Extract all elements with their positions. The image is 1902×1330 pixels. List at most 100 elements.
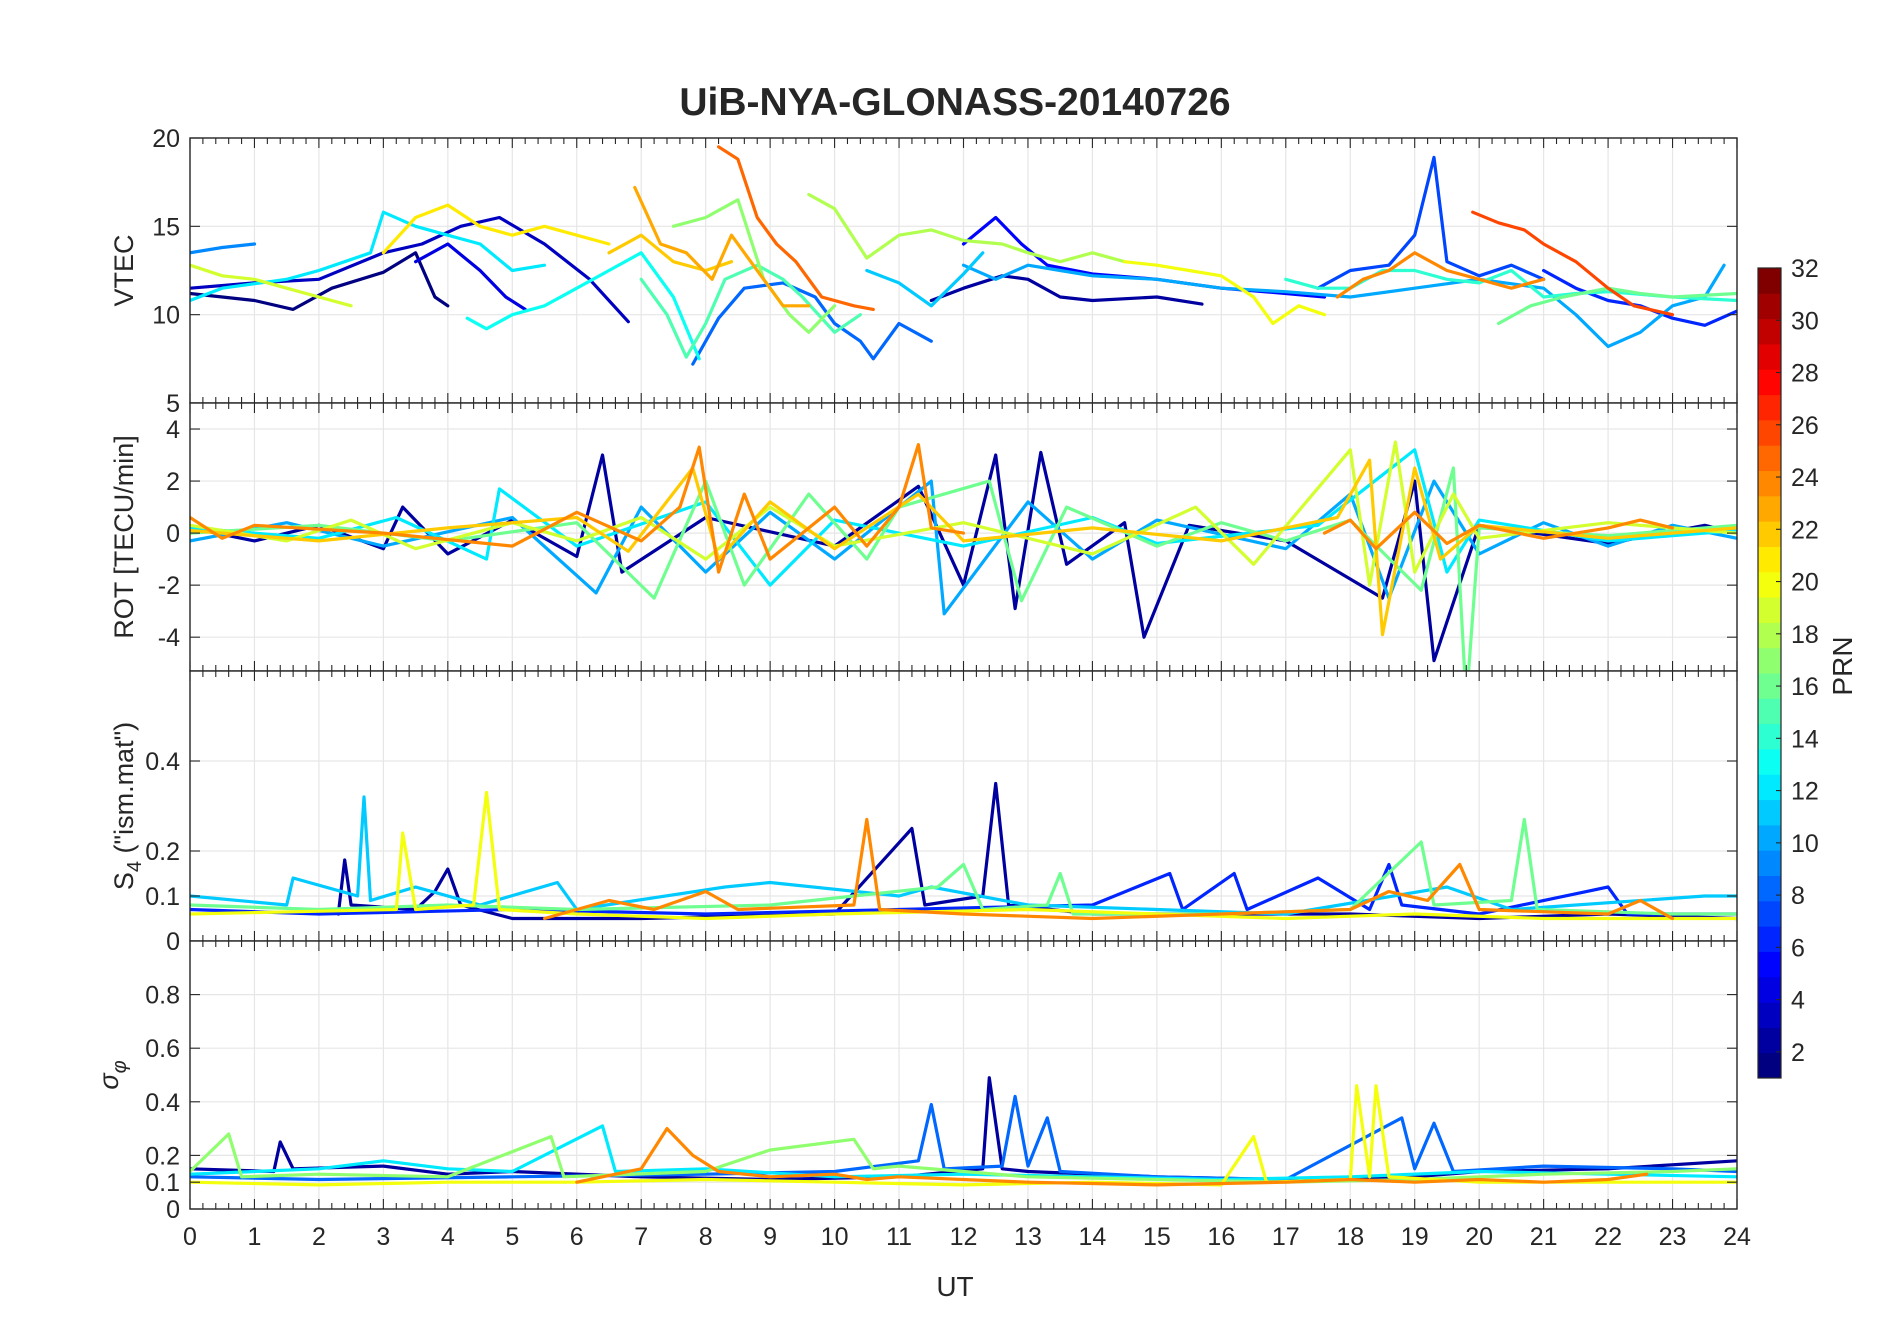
x-tick-label: 0 [183, 1223, 197, 1251]
colorbar-level [1758, 926, 1781, 952]
series-line-prn-21 [381, 203, 611, 255]
y-tick-label: 20 [152, 125, 180, 153]
colorbar-level [1758, 875, 1781, 902]
colorbar-level [1758, 976, 1781, 1003]
colorbar-tick-label: 2 [1791, 1039, 1805, 1067]
colorbar-tick-label: 30 [1791, 307, 1819, 335]
colorbar-tick-label: 28 [1791, 360, 1819, 388]
series-line-prn-2 [336, 781, 1737, 921]
series-line-prn-23 [633, 185, 811, 308]
series-group [190, 145, 1737, 366]
colorbar-level [1758, 673, 1781, 699]
colorbar-level [1758, 419, 1781, 446]
series-line-prn-24 [1335, 251, 1546, 299]
x-tick-label: 13 [1014, 1223, 1042, 1251]
x-tick-label: 4 [441, 1223, 455, 1251]
series-line-prn-3 [190, 215, 630, 324]
x-axis-label: UT [936, 1271, 973, 1302]
x-tick-label: 15 [1143, 1223, 1171, 1251]
y-axis-label: σφ [94, 1060, 131, 1089]
series-line-prn-10 [190, 479, 1737, 616]
colorbar-level [1758, 850, 1781, 876]
series-line-prn-24 [1322, 510, 1675, 551]
series-line-prn-20 [190, 790, 1737, 921]
colorbar-tick-label: 18 [1791, 621, 1819, 649]
colorbar-tick-label: 16 [1791, 673, 1819, 701]
colorbar-tick-label: 6 [1791, 934, 1805, 962]
series-line-prn-8 [691, 281, 933, 366]
colorbar-level [1758, 900, 1781, 927]
x-tick-label: 8 [699, 1223, 713, 1251]
colorbar-tick-label: 22 [1791, 516, 1819, 544]
series-line-prn-13 [465, 251, 701, 361]
y-tick-label: -4 [158, 624, 180, 652]
colorbar-level [1758, 445, 1781, 471]
series-line-prn-26 [1471, 210, 1675, 317]
series-line-prn-10 [961, 263, 1726, 349]
colorbar-tick-label: 8 [1791, 882, 1805, 910]
colorbar-tick-label: 14 [1791, 725, 1819, 753]
x-tick-label: 18 [1336, 1223, 1364, 1251]
x-tick-label: 16 [1207, 1223, 1235, 1251]
y-tick-label: 0.8 [145, 982, 180, 1010]
panel-1: 5 10 15 20 VTEC [109, 125, 1738, 418]
y-tick-label: 2 [166, 468, 180, 496]
series-line-prn-24 [542, 817, 1675, 921]
series-line-prn-22 [607, 233, 734, 273]
colorbar-level [1758, 318, 1781, 345]
y-tick-label: -2 [158, 572, 180, 600]
y-tick-label: 0.1 [145, 883, 180, 911]
series-line-prn-19 [190, 263, 353, 308]
colorbar-level [1758, 799, 1781, 826]
y-tick-label: 4 [166, 416, 180, 444]
y-axis-label: S4 ("ism.mat") [109, 722, 146, 890]
colorbar-level [1758, 293, 1781, 320]
colorbar-tick-label: 24 [1791, 464, 1819, 492]
series-line-prn-1 [190, 251, 450, 311]
colorbar-level [1758, 824, 1781, 851]
series-line-prn-20 [1123, 260, 1327, 326]
x-tick-label: 24 [1723, 1223, 1751, 1251]
colorbar-level [1758, 698, 1781, 725]
y-axis-label: VTEC [109, 234, 139, 306]
colorbar-level [1758, 495, 1781, 522]
colorbar-level [1758, 1002, 1781, 1028]
y-tick-label: 0 [166, 1196, 180, 1224]
y-tick-label: 0.4 [145, 1089, 180, 1117]
x-tick-label: 21 [1530, 1223, 1558, 1251]
colorbar-tick-label: 4 [1791, 987, 1805, 1015]
colorbar-level [1758, 470, 1781, 497]
colorbar-tick-label: 26 [1791, 412, 1819, 440]
colorbar-level [1758, 1027, 1781, 1054]
colorbar-level [1758, 723, 1781, 750]
series-line-prn-11 [190, 795, 1737, 916]
x-tick-label: 23 [1659, 1223, 1687, 1251]
colorbar-level [1758, 1052, 1781, 1079]
x-tick-label: 6 [570, 1223, 584, 1251]
series-line-prn-25 [717, 145, 875, 311]
colorbar-level [1758, 343, 1781, 370]
panel-4: 00.10.20.40.60.80 1 2 3 4 5 6 7 8 9 10 11 12 13 14 15 16… [94, 940, 1751, 1251]
x-tick-label: 2 [312, 1223, 326, 1251]
colorbar-tick-label: 12 [1791, 778, 1819, 806]
colorbar-label: PRN [1827, 636, 1858, 695]
series-line-prn-18 [807, 192, 1127, 264]
y-tick-label: 0 [166, 928, 180, 956]
y-tick-label: 15 [152, 213, 180, 241]
y-tick-label: 0.4 [145, 748, 180, 776]
series-group [190, 781, 1737, 921]
colorbar-level [1758, 369, 1781, 396]
y-tick-label: 0.6 [145, 1035, 180, 1063]
x-tick-label: 19 [1401, 1223, 1429, 1251]
y-tick-label: 10 [152, 302, 180, 330]
y-tick-label: 0 [166, 520, 180, 548]
colorbar-level [1758, 546, 1781, 573]
y-tick-label: 5 [166, 390, 180, 418]
colorbar-level [1758, 571, 1781, 598]
x-tick-label: 22 [1594, 1223, 1622, 1251]
x-tick-label: 17 [1272, 1223, 1300, 1251]
x-tick-label: 7 [634, 1223, 648, 1251]
